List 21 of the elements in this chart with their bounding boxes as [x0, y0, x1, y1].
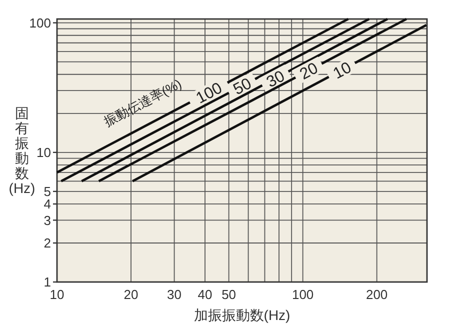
text: 10 — [330, 59, 354, 83]
text: 30 — [264, 68, 288, 92]
text: 100 — [194, 80, 226, 108]
y-axis-title: 固有振動数(Hz) — [8, 105, 36, 196]
legend-title: 振動伝達率(%) — [102, 76, 184, 130]
y-tick-label: 100 — [29, 15, 51, 30]
y-tick-label: 4 — [44, 196, 51, 212]
x-axis-title: 加振振動数(Hz) — [194, 307, 290, 323]
y-tick-label: 3 — [44, 212, 51, 228]
y-tick-label: 10 — [36, 145, 51, 160]
x-tick-label: 30 — [167, 287, 182, 302]
x-tick-label: 40 — [198, 287, 212, 302]
x-tick-label: 100 — [292, 287, 314, 302]
y-tick-label: 2 — [44, 236, 51, 251]
text: 50 — [230, 75, 255, 99]
x-tick-label: 50 — [222, 287, 236, 302]
x-tick-label: 20 — [124, 287, 138, 302]
text: 20 — [297, 60, 322, 84]
x-tick-label: 200 — [366, 287, 388, 302]
y-tick-label: 5 — [44, 184, 51, 200]
y-tick-label: 1 — [44, 274, 51, 290]
